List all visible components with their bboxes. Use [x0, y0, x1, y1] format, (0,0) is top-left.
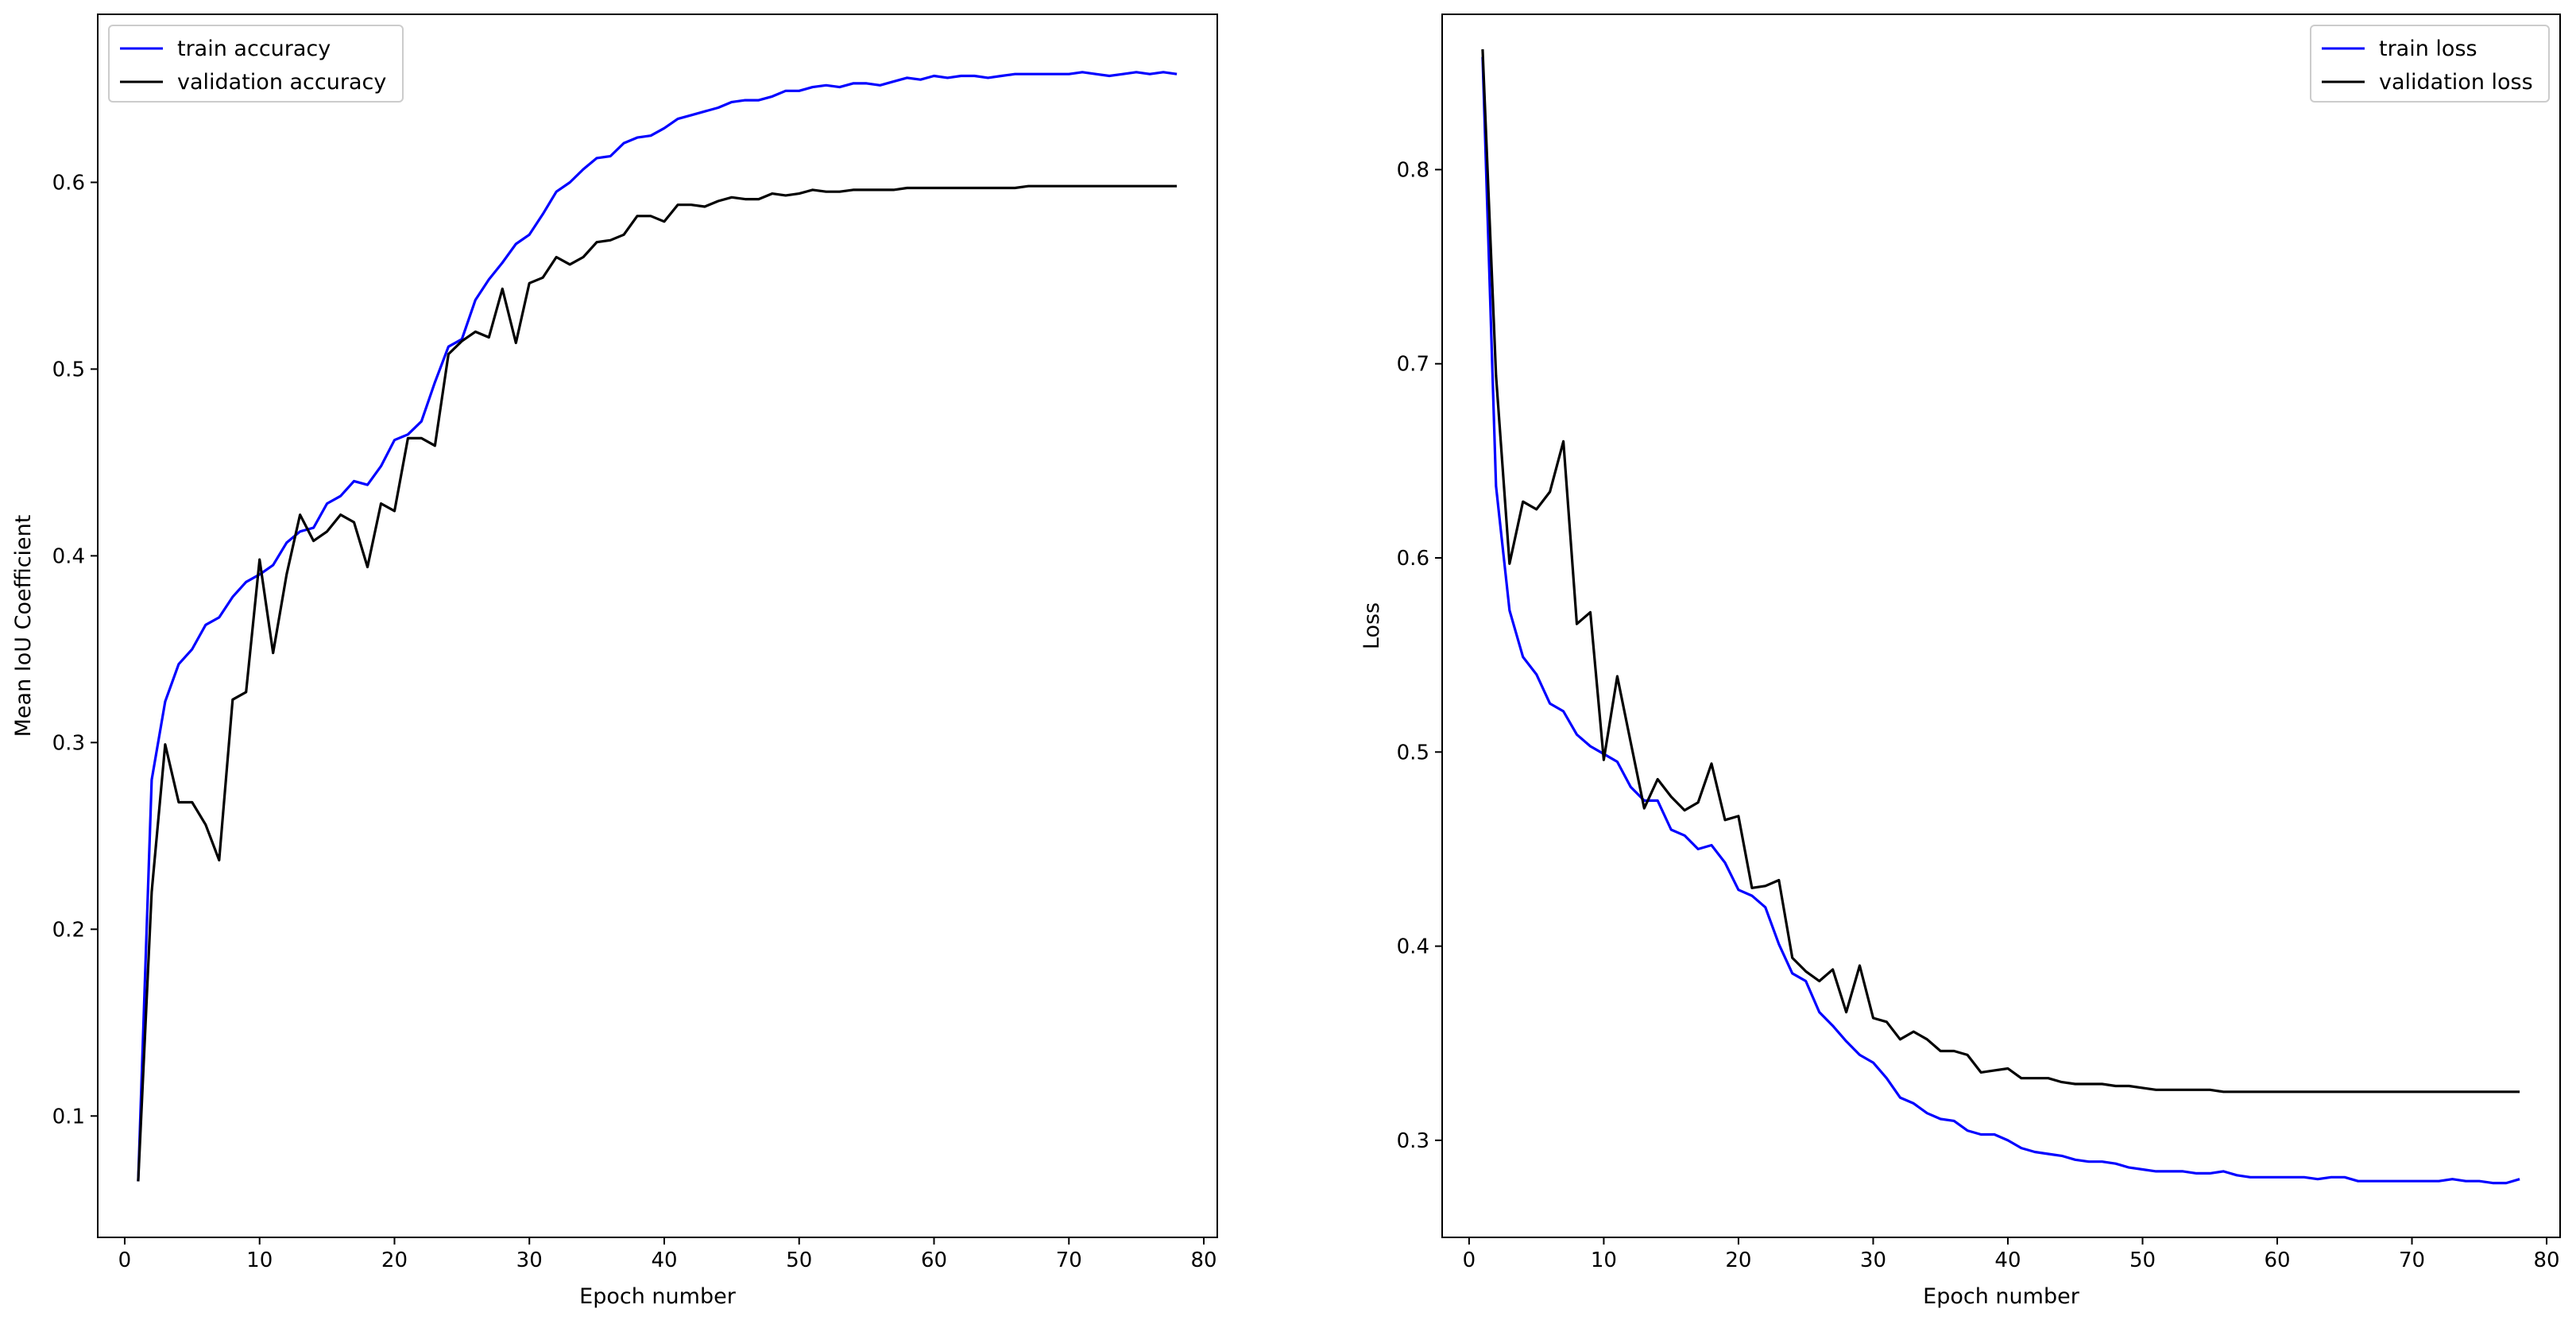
accuracy-x-tick-label: 40 — [651, 1249, 677, 1272]
line-validation-loss — [1481, 48, 2520, 1094]
accuracy-x-tick-label: 20 — [381, 1249, 408, 1272]
loss-chart: 0 10 20 30 40 50 60 70 80 0.3 0.4 0.5 0.6 0.7 0.8 Epoc… — [1360, 14, 2561, 1309]
accuracy-plot-lines — [137, 71, 1178, 1182]
accuracy-legend: train accuracy validation accuracy — [108, 25, 404, 103]
accuracy-y-tick-label: 0.2 — [52, 918, 85, 942]
loss-plot-lines — [1481, 48, 2520, 1185]
loss-x-tick-label: 10 — [1591, 1249, 1617, 1272]
accuracy-x-tick-label: 10 — [246, 1249, 273, 1272]
accuracy-legend-box — [108, 25, 404, 103]
accuracy-y-tick-label: 0.4 — [52, 544, 85, 568]
accuracy-x-tick-label: 60 — [921, 1249, 947, 1272]
line-train-loss — [1481, 56, 2520, 1185]
loss-legend: train loss validation loss — [2310, 25, 2550, 103]
loss-y-axis-label: Loss — [1360, 602, 1384, 649]
accuracy-y-axis-label: Mean IoU Coefficient — [11, 515, 36, 737]
loss-y-tick-label: 0.7 — [1397, 353, 1429, 377]
loss-x-tick-label: 60 — [2264, 1249, 2290, 1272]
accuracy-y-tick-label: 0.1 — [52, 1105, 85, 1128]
loss-x-tick-label: 0 — [1463, 1249, 1476, 1272]
loss-y-tick-label: 0.8 — [1397, 158, 1429, 182]
accuracy-y-tick-label: 0.3 — [52, 731, 85, 755]
loss-axes-frame — [1441, 14, 2561, 1238]
line-validation-accuracy — [137, 184, 1178, 1182]
legend-label-train-accuracy: train accuracy — [177, 37, 331, 61]
loss-x-tick-label: 70 — [2399, 1249, 2425, 1272]
accuracy-y-tick-label: 0.5 — [52, 358, 85, 381]
loss-x-tick-label: 40 — [1994, 1249, 2021, 1272]
loss-y-tick-label: 0.6 — [1397, 547, 1429, 571]
loss-y-tick-label: 0.3 — [1397, 1129, 1429, 1153]
loss-legend-box — [2310, 25, 2550, 103]
accuracy-ticks: 0 10 20 30 40 50 60 70 80 0.1 0.2 0.3 0.4 0.5 0.6 — [52, 171, 1217, 1272]
loss-ticks: 0 10 20 30 40 50 60 70 80 0.3 0.4 0.5 0.6 0.7 0.8 — [1397, 158, 2560, 1272]
accuracy-y-tick-label: 0.6 — [52, 171, 85, 195]
loss-y-tick-label: 0.5 — [1397, 741, 1429, 765]
loss-x-axis-label: Epoch number — [1923, 1284, 2080, 1309]
legend-label-validation-accuracy: validation accuracy — [177, 70, 386, 95]
accuracy-axes-frame — [97, 14, 1218, 1238]
accuracy-x-axis-label: Epoch number — [579, 1284, 737, 1309]
legend-label-train-loss: train loss — [2379, 37, 2477, 61]
accuracy-x-tick-label: 0 — [118, 1249, 132, 1272]
accuracy-x-tick-label: 80 — [1190, 1249, 1216, 1272]
loss-x-tick-label: 30 — [1860, 1249, 1886, 1272]
loss-x-tick-label: 20 — [1725, 1249, 1751, 1272]
loss-x-tick-label: 50 — [2129, 1249, 2156, 1272]
accuracy-x-tick-label: 70 — [1056, 1249, 1082, 1272]
loss-x-tick-label: 80 — [2534, 1249, 2560, 1272]
loss-y-tick-label: 0.4 — [1397, 935, 1429, 959]
accuracy-chart: 0 10 20 30 40 50 60 70 80 0.1 0.2 0.3 0.4 0.5 0.6 Epoc… — [11, 14, 1218, 1309]
line-train-accuracy — [137, 71, 1178, 1182]
accuracy-x-tick-label: 30 — [516, 1249, 543, 1272]
accuracy-x-tick-label: 50 — [786, 1249, 812, 1272]
legend-label-validation-loss: validation loss — [2379, 70, 2533, 95]
